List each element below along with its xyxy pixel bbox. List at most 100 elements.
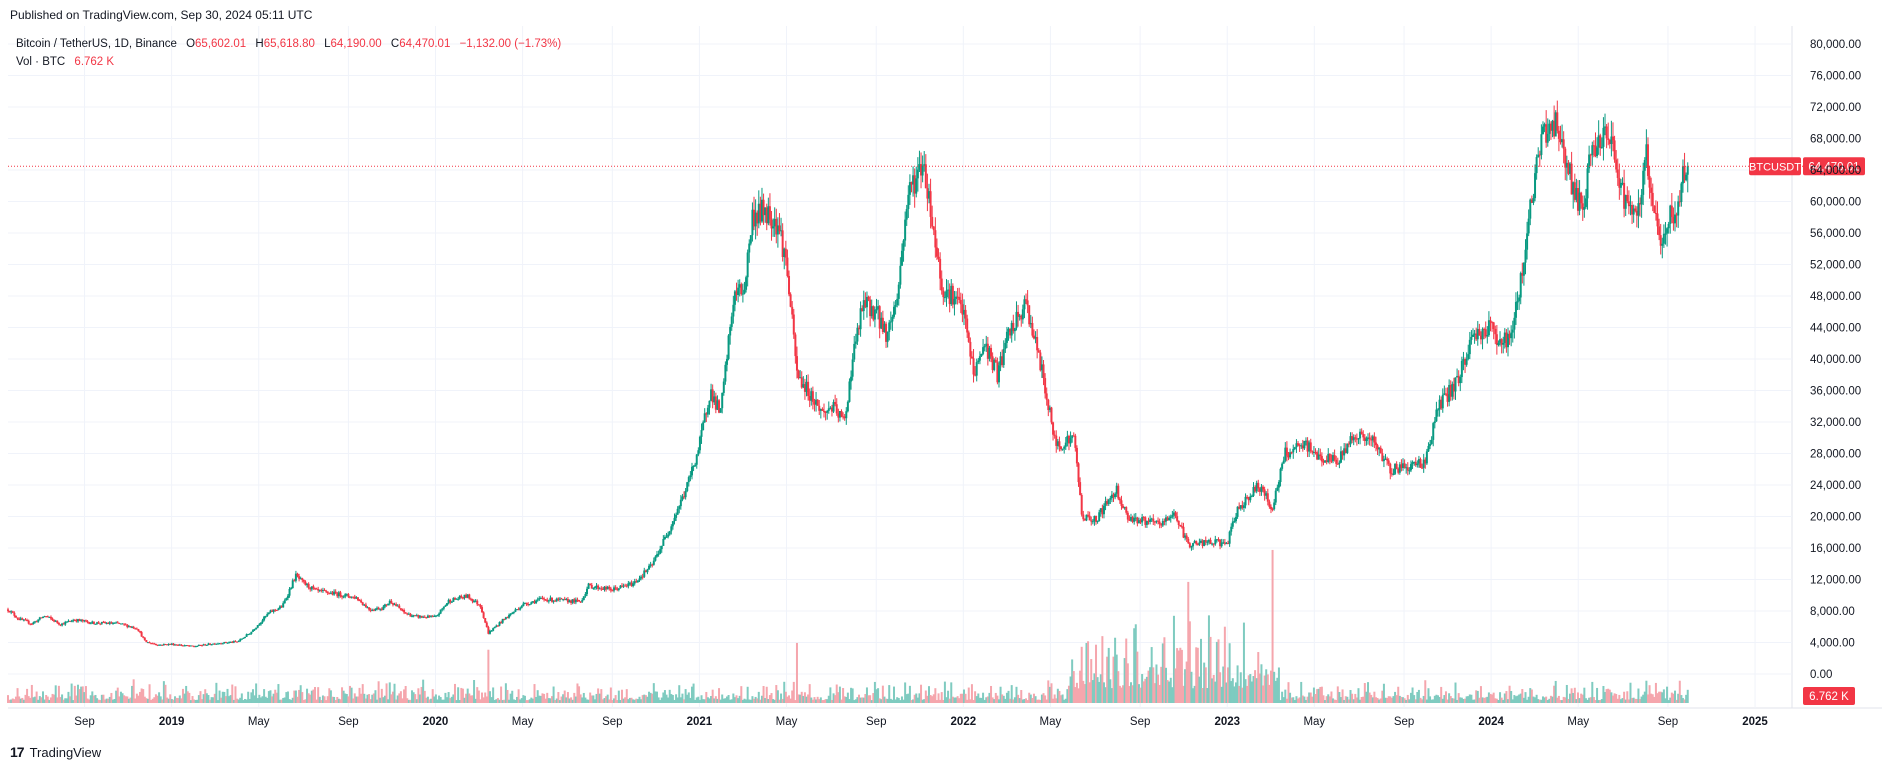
candle-body — [1529, 199, 1532, 219]
candle-body — [1020, 315, 1023, 320]
volume-bar — [1368, 692, 1371, 703]
candle-body — [1481, 328, 1484, 340]
volume-bar — [807, 694, 810, 703]
candle-body — [1025, 299, 1028, 301]
volume-bar — [1476, 690, 1479, 703]
candle-body — [643, 570, 646, 577]
volume-bar — [1559, 699, 1562, 703]
candle-body — [296, 573, 299, 577]
volume-bar — [457, 687, 460, 703]
candle-body — [859, 308, 862, 330]
candle-body — [877, 306, 880, 310]
candle-body — [35, 621, 38, 623]
candle-body — [978, 356, 981, 361]
volume-bar — [530, 697, 533, 703]
candle-body — [1452, 383, 1455, 392]
candle-body — [657, 553, 660, 555]
volume-bar — [1241, 687, 1244, 703]
volume-bar — [110, 692, 113, 703]
volume-bar — [124, 696, 127, 703]
candle-body — [996, 362, 999, 383]
candle-body — [215, 643, 218, 645]
volume-bar — [164, 684, 167, 703]
volume-bar — [452, 694, 455, 703]
candle-body — [554, 600, 557, 602]
volume-bar — [1169, 677, 1172, 703]
candle-body — [1565, 162, 1568, 168]
candle-body — [172, 643, 175, 646]
candle-body — [1029, 323, 1032, 325]
candle-body — [918, 164, 921, 170]
candle-body — [460, 595, 463, 598]
volume-bar — [1031, 697, 1034, 703]
candle-body — [371, 610, 374, 612]
candle-body — [617, 588, 620, 590]
candle-body — [1473, 333, 1476, 335]
candle-body — [975, 362, 978, 376]
candle-body — [1368, 437, 1371, 440]
volume-bar — [131, 685, 134, 703]
candle-body — [1045, 393, 1048, 400]
volume-bar — [1206, 688, 1209, 703]
volume-bar — [1118, 685, 1121, 703]
volume-bar — [446, 697, 449, 703]
volume-bar — [1661, 692, 1664, 703]
candle-body — [1120, 500, 1123, 506]
candle-body — [808, 395, 811, 401]
volume-bar — [1362, 696, 1365, 703]
candle-body — [940, 278, 943, 291]
candle-body — [228, 642, 231, 644]
volume-bar — [1247, 675, 1250, 703]
volume-bar — [1486, 696, 1489, 703]
volume-bar — [1580, 693, 1583, 703]
volume-bar — [862, 697, 865, 703]
volume-bar — [1122, 685, 1125, 703]
volume-bar — [189, 700, 192, 703]
candle-body — [465, 594, 468, 598]
volume-bar — [592, 695, 595, 703]
volume-bar — [1653, 696, 1656, 703]
candle-body — [1179, 524, 1182, 527]
volume-bar — [81, 686, 84, 703]
volume-bar — [1281, 691, 1284, 703]
candle-body — [573, 599, 576, 603]
volume-bar — [1268, 684, 1271, 703]
candle-body — [1572, 182, 1575, 195]
candle-body — [156, 644, 159, 646]
candle-body — [555, 598, 558, 601]
volume-bar — [140, 688, 143, 703]
candle-body — [1549, 123, 1552, 131]
volume-bar — [1007, 690, 1010, 703]
volume-bar — [1332, 698, 1335, 703]
volume-bar — [845, 696, 848, 703]
candle-body — [21, 618, 24, 620]
candle-body — [1362, 433, 1365, 438]
volume-bar — [434, 694, 437, 703]
candle-body — [422, 616, 425, 618]
volume-bar — [215, 682, 218, 703]
volume-bar — [1575, 699, 1578, 703]
volume-bar — [1238, 685, 1241, 703]
volume-bar — [1444, 691, 1447, 703]
candle-body — [950, 285, 953, 305]
candle-body — [1250, 495, 1253, 497]
candle-body — [1300, 445, 1303, 447]
symbol-badge: BTCUSDT — [1749, 161, 1801, 173]
volume-bar — [495, 699, 498, 703]
candle-body — [84, 620, 87, 622]
volume-bar — [643, 694, 646, 703]
candle-body — [788, 275, 791, 295]
open-value: 65,602.01 — [195, 38, 247, 50]
volume-bar — [837, 692, 840, 703]
volume-bar — [1360, 696, 1363, 703]
volume-bar — [1171, 687, 1174, 703]
candle-body — [341, 596, 344, 598]
candle-body — [481, 607, 484, 613]
volume-bar — [1335, 699, 1338, 703]
candle-body — [972, 358, 975, 375]
tradingview-logo[interactable]: 17 TradingView — [10, 744, 101, 760]
volume-label[interactable]: Vol · BTC — [16, 56, 66, 68]
symbol-title[interactable]: Bitcoin / TetherUS, 1D, Binance — [16, 38, 177, 50]
volume-bar — [19, 698, 22, 703]
